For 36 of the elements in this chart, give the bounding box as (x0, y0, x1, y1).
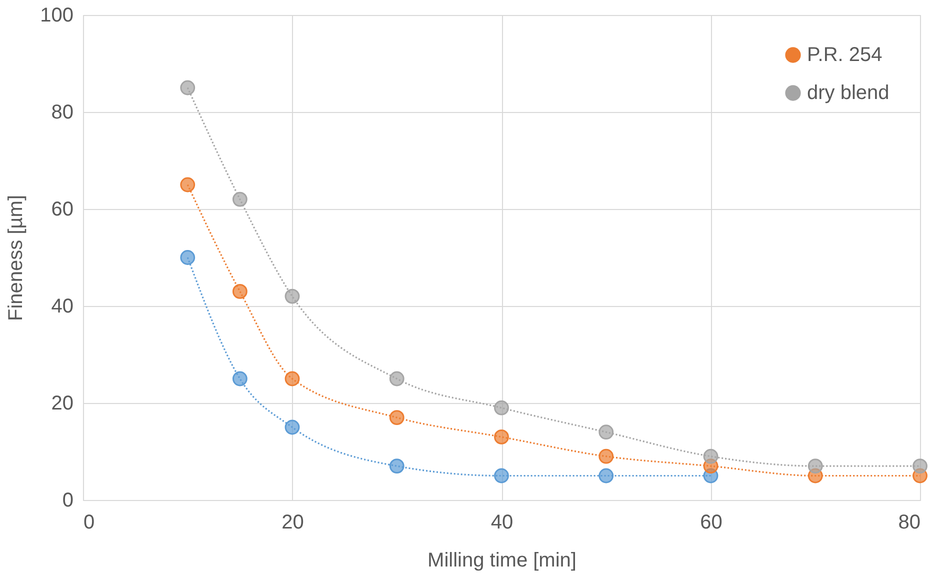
x-tick-label: 0 (84, 512, 95, 534)
point (598, 448, 614, 464)
point (284, 371, 300, 386)
y-tick-label: 80 (51, 102, 74, 124)
point (180, 177, 196, 192)
x-tick-label: 20 (282, 512, 304, 534)
x-axis-title: Milling time [min] (428, 550, 576, 572)
point (494, 430, 509, 444)
point (598, 468, 614, 484)
point (284, 288, 300, 304)
y-tick-label: 60 (51, 198, 74, 220)
point (232, 371, 248, 386)
x-tick-label: 40 (490, 512, 514, 534)
legend-label: dry blend (807, 82, 890, 104)
point (180, 80, 196, 96)
point (389, 458, 404, 474)
point (232, 284, 248, 299)
point (180, 250, 196, 265)
point (598, 424, 614, 440)
point (284, 420, 300, 435)
y-tick-label: 40 (51, 296, 74, 318)
x-tick-label: 60 (700, 512, 722, 534)
y-tick-label: 20 (51, 392, 74, 414)
legend-label: P.R. 254 (807, 44, 882, 66)
point (232, 192, 248, 207)
point (703, 448, 718, 464)
y-axis-title: Fineness [µm] (5, 194, 28, 322)
point (389, 410, 404, 425)
point (494, 400, 509, 416)
x-tick-label: 80 (898, 512, 920, 534)
y-tick-label: 100 (40, 4, 74, 26)
y-tick-label: 0 (62, 490, 74, 512)
point (389, 371, 404, 386)
point (808, 458, 823, 474)
point (912, 458, 928, 474)
point (494, 468, 509, 484)
